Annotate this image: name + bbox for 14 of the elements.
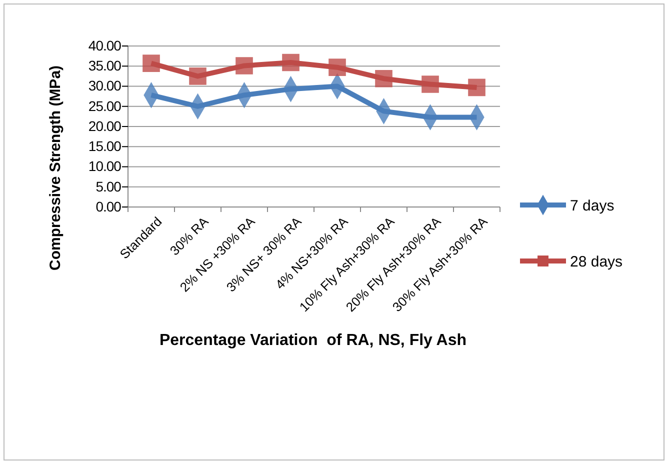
legend-label: 28 days	[570, 253, 623, 270]
y-tick-label: 35.00	[88, 58, 122, 74]
x-tick-label: 30% RA	[166, 214, 212, 258]
y-tick-label: 15.00	[88, 138, 122, 154]
y-tick-label: 25.00	[88, 98, 122, 114]
y-axis-title: Compressive Strength (MPa)	[47, 65, 64, 271]
y-tick-label: 40.00	[88, 37, 122, 54]
y-tick-label: 0.00	[96, 198, 122, 214]
y-tick-label: 10.00	[88, 158, 122, 174]
y-tick-label: 20.00	[88, 118, 122, 134]
x-axis-title: Percentage Variation of RA, NS, Fly Ash	[159, 332, 467, 349]
legend-label: 7 days	[570, 197, 614, 214]
y-tick-label: 30.00	[88, 78, 122, 94]
y-tick-label: 5.00	[96, 178, 122, 194]
